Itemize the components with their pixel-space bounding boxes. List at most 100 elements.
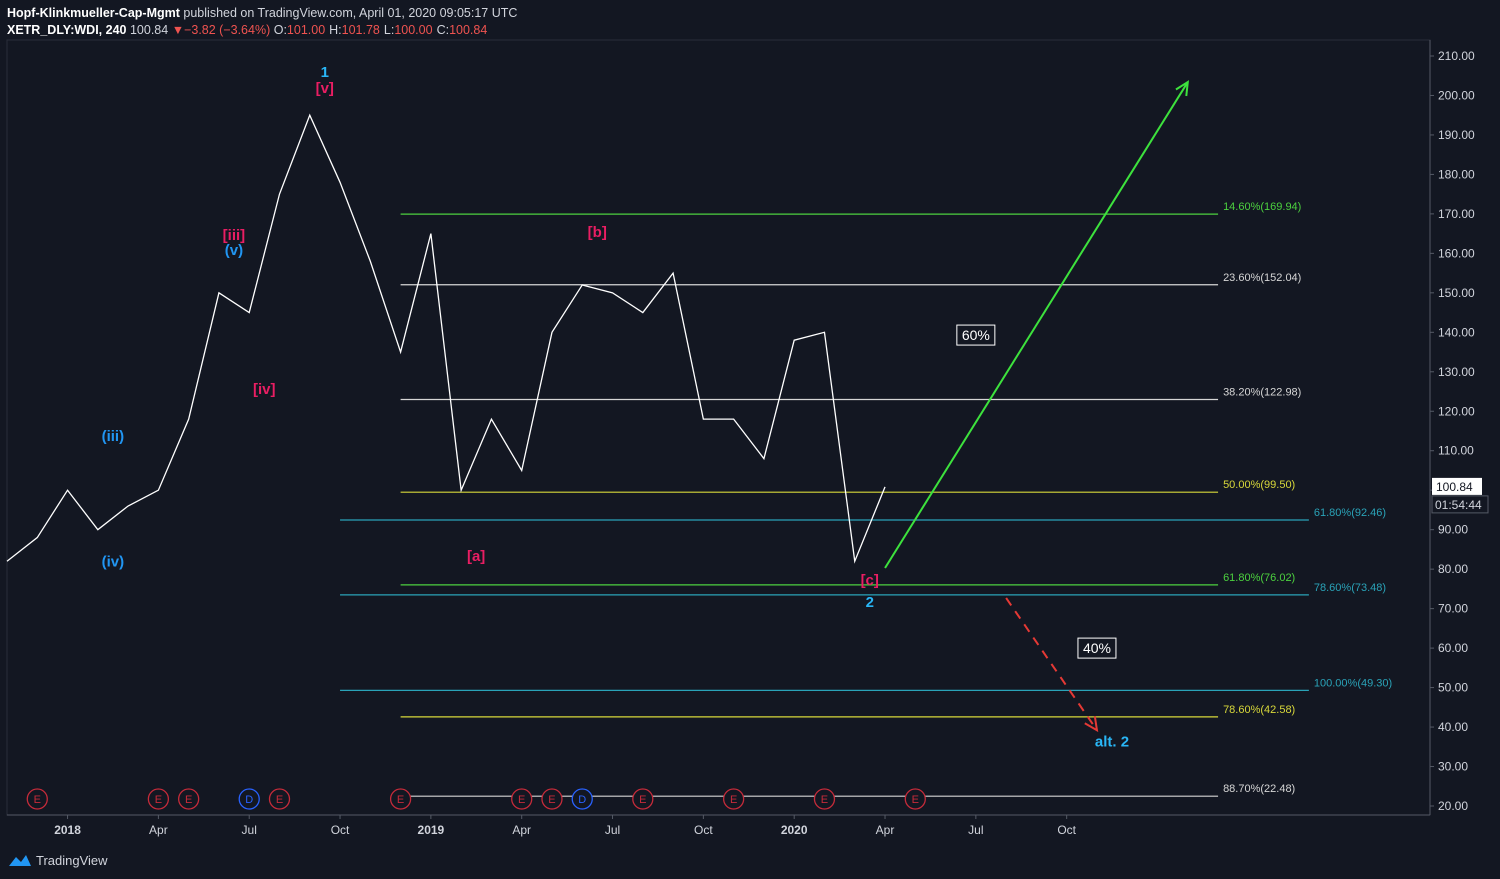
footer: TradingView bbox=[8, 852, 108, 868]
event-label: E bbox=[730, 794, 737, 806]
ohlc-value: 101.78 bbox=[341, 23, 380, 37]
fib-label: 50.00%(99.50) bbox=[1223, 479, 1295, 491]
projection-head bbox=[1084, 716, 1099, 733]
wave-label: [v] bbox=[316, 80, 334, 97]
y-tick-label: 200.00 bbox=[1438, 88, 1475, 102]
y-tick-label: 50.00 bbox=[1438, 681, 1468, 695]
arrow: ▼ bbox=[171, 23, 185, 37]
projection bbox=[1005, 597, 1098, 731]
event-marker bbox=[178, 788, 200, 810]
pane-border bbox=[6, 39, 1431, 816]
y-tick-label: 120.00 bbox=[1438, 404, 1475, 418]
y-tick-label: 150.00 bbox=[1438, 286, 1475, 300]
x-tick-label: 2019 bbox=[418, 823, 445, 837]
event-marker bbox=[722, 788, 745, 810]
y-tick-label: 90.00 bbox=[1438, 523, 1468, 537]
event-marker bbox=[26, 788, 48, 810]
header-line-2: XETR_DLY:WDI, 240 100.84 ▼−3.82 (−3.64%)… bbox=[7, 22, 517, 39]
published: published on TradingView.com, April 01, … bbox=[183, 6, 518, 20]
event-label: E bbox=[34, 794, 41, 806]
event-marker bbox=[511, 788, 533, 810]
y-tick-label: 70.00 bbox=[1438, 602, 1468, 616]
event-marker bbox=[147, 788, 170, 810]
last: 100.84 bbox=[129, 23, 169, 37]
projection bbox=[884, 81, 1189, 569]
ohlc-value: 100.84 bbox=[449, 23, 488, 37]
fib-label: 88.70%(22.48) bbox=[1223, 783, 1295, 795]
event-marker bbox=[904, 788, 926, 810]
fib-label: 100.00%(49.30) bbox=[1314, 677, 1392, 689]
logo bbox=[9, 855, 31, 866]
x-tick-label: Apr bbox=[149, 823, 168, 837]
price-tag: 100.84 bbox=[1436, 480, 1473, 494]
countdown: 01:54:44 bbox=[1435, 498, 1482, 512]
event-label: E bbox=[548, 794, 555, 806]
wave-label: alt. 2 bbox=[1095, 733, 1129, 750]
y-tick-label: 170.00 bbox=[1438, 207, 1475, 221]
event-marker bbox=[238, 788, 260, 810]
ohlc-label: H: bbox=[329, 23, 342, 37]
y-tick-label: 110.00 bbox=[1438, 444, 1474, 458]
fib-label: 78.60%(73.48) bbox=[1314, 582, 1386, 594]
change: −3.82 (−3.64%) bbox=[184, 23, 271, 37]
event-label: E bbox=[639, 794, 646, 806]
y-tick-label: 190.00 bbox=[1438, 128, 1475, 142]
event-label: D bbox=[578, 794, 586, 806]
fib-label: 61.80%(76.02) bbox=[1223, 572, 1295, 584]
event-label: E bbox=[155, 794, 162, 806]
y-tick-label: 160.00 bbox=[1438, 246, 1475, 260]
header-line-1: Hopf-Klinkmueller-Cap-Mgmt published on … bbox=[7, 5, 517, 22]
wave-label: 2 bbox=[866, 594, 874, 611]
y-tick-label: 210.00 bbox=[1438, 49, 1475, 63]
ohlc-label: L: bbox=[383, 23, 395, 37]
x-tick-label: Oct bbox=[1057, 823, 1076, 837]
event-marker bbox=[813, 788, 836, 810]
x-tick-label: 2018 bbox=[54, 823, 81, 837]
y-tick-label: 30.00 bbox=[1438, 760, 1468, 774]
projection-head bbox=[1175, 80, 1190, 97]
scenario-box bbox=[956, 324, 996, 346]
ohlc-value: 100.00 bbox=[394, 23, 433, 37]
ohlc-value: 101.00 bbox=[286, 23, 326, 37]
y-tick-label: 180.00 bbox=[1438, 167, 1475, 181]
wave-label: [b] bbox=[588, 224, 607, 241]
ohlc: O:101.00 H:101.78 L:100.00 C:100.84 bbox=[274, 23, 492, 37]
fib-label: 14.60%(169.94) bbox=[1223, 201, 1301, 213]
y-tick-label: 60.00 bbox=[1438, 641, 1468, 655]
event-marker bbox=[268, 788, 291, 810]
y-tick-label: 80.00 bbox=[1438, 562, 1468, 576]
wave-label: [c] bbox=[861, 572, 879, 589]
event-label: E bbox=[912, 794, 919, 806]
fib-label: 61.80%(92.46) bbox=[1314, 507, 1386, 519]
y-tick-label: 130.00 bbox=[1438, 365, 1475, 379]
scenario-label: 40% bbox=[1083, 640, 1111, 656]
brand: TradingView bbox=[36, 852, 108, 868]
wave-label: (iv) bbox=[102, 553, 125, 570]
x-tick-label: Jul bbox=[968, 823, 983, 837]
price-line bbox=[6, 113, 886, 564]
event-label: E bbox=[276, 794, 283, 806]
wave-label: 1 bbox=[321, 64, 329, 81]
event-label: E bbox=[397, 794, 404, 806]
wave-label: [iv] bbox=[253, 381, 276, 398]
x-tick-label: Oct bbox=[331, 823, 350, 837]
countdown-bg bbox=[1431, 495, 1489, 514]
event-label: D bbox=[245, 794, 253, 806]
event-marker bbox=[389, 788, 412, 810]
wave-label: (v) bbox=[225, 242, 243, 259]
y-tick-label: 140.00 bbox=[1438, 325, 1475, 339]
event-marker bbox=[632, 788, 654, 810]
scenario-box bbox=[1077, 637, 1117, 659]
ohlc-label: O: bbox=[273, 23, 287, 37]
wave-label: (iii) bbox=[102, 428, 125, 445]
author: Hopf-Klinkmueller-Cap-Mgmt bbox=[7, 6, 180, 20]
fib-label: 38.20%(122.98) bbox=[1223, 386, 1301, 398]
x-tick-label: Oct bbox=[694, 823, 713, 837]
fib-label: 23.60%(152.04) bbox=[1223, 272, 1301, 284]
event-marker bbox=[541, 788, 563, 810]
fib-label: 78.60%(42.58) bbox=[1223, 704, 1295, 716]
y-tick-label: 20.00 bbox=[1438, 799, 1468, 813]
x-tick-label: Jul bbox=[242, 823, 257, 837]
y-tick-label: 40.00 bbox=[1438, 720, 1468, 734]
